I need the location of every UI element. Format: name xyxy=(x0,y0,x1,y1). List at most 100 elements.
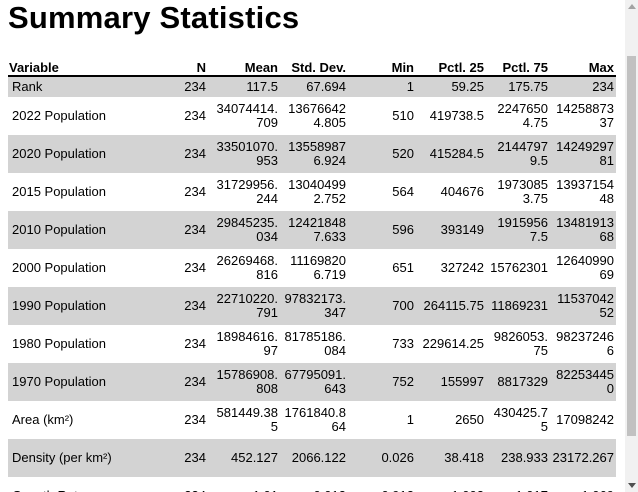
cell-min: 651 xyxy=(348,249,416,287)
cell-std-dev: 136766424.805 xyxy=(280,97,348,135)
cell-mean: 15786908.808 xyxy=(208,363,280,401)
cell-mean: 581449.385 xyxy=(208,401,280,439)
cell-pctl-75: 175.75 xyxy=(486,76,550,97)
vertical-scrollbar[interactable] xyxy=(625,0,638,492)
cell-max: 1393715448 xyxy=(550,173,616,211)
cell-max: 1348191368 xyxy=(550,211,616,249)
cell-max: 1424929781 xyxy=(550,135,616,173)
column-header-pctl-75: Pctl. 75 xyxy=(486,57,550,77)
cell-min: 752 xyxy=(348,363,416,401)
table-row: 1970 Population 234 15786908.808 67795091.6… xyxy=(8,363,616,401)
cell-max: 822534450 xyxy=(550,363,616,401)
cell-max: 1153704252 xyxy=(550,287,616,325)
cell-mean: 18984616.97 xyxy=(208,325,280,363)
table-header-row: Variable N Mean Std. Dev. Min Pctl. 25 P… xyxy=(8,57,616,77)
table-body: Rank 234 117.5 67.694 1 59.25 175.75 234 2022 Po… xyxy=(8,76,616,492)
cell-max: 1.069 xyxy=(550,477,616,492)
cell-std-dev: 97832173.347 xyxy=(280,287,348,325)
cell-std-dev: 67795091.643 xyxy=(280,363,348,401)
cell-variable: Area (km²) xyxy=(8,401,178,439)
column-header-mean: Mean xyxy=(208,57,280,77)
cell-pctl-25: 2650 xyxy=(416,401,486,439)
cell-min: 1 xyxy=(348,401,416,439)
table-row: Rank 234 117.5 67.694 1 59.25 175.75 234 xyxy=(8,76,616,97)
cell-max: 982372466 xyxy=(550,325,616,363)
cell-n: 234 xyxy=(178,135,208,173)
cell-pctl-75: 8817329 xyxy=(486,363,550,401)
column-header-min: Min xyxy=(348,57,416,77)
cell-variable: 1970 Population xyxy=(8,363,178,401)
cell-std-dev: 1761840.864 xyxy=(280,401,348,439)
cell-variable: Rank xyxy=(8,76,178,97)
cell-n: 234 xyxy=(178,477,208,492)
page-title: Summary Statistics xyxy=(8,0,300,35)
cell-variable: 2000 Population xyxy=(8,249,178,287)
cell-mean: 29845235.034 xyxy=(208,211,280,249)
cell-min: 733 xyxy=(348,325,416,363)
cell-variable: Density (per km²) xyxy=(8,439,178,477)
cell-pctl-25: 264115.75 xyxy=(416,287,486,325)
cell-mean: 26269468.816 xyxy=(208,249,280,287)
cell-n: 234 xyxy=(178,439,208,477)
summary-statistics-table: Variable N Mean Std. Dev. Min Pctl. 25 P… xyxy=(8,57,616,492)
cell-std-dev: 67.694 xyxy=(280,76,348,97)
cell-pctl-25: 38.418 xyxy=(416,439,486,477)
cell-max: 23172.267 xyxy=(550,439,616,477)
cell-mean: 33501070.953 xyxy=(208,135,280,173)
cell-pctl-25: 229614.25 xyxy=(416,325,486,363)
cell-std-dev: 124218487.633 xyxy=(280,211,348,249)
cell-variable: Growth Rate xyxy=(8,477,178,492)
cell-n: 234 xyxy=(178,76,208,97)
column-header-n: N xyxy=(178,57,208,77)
scroll-down-arrow-icon[interactable] xyxy=(628,483,636,488)
cell-min: 0.026 xyxy=(348,439,416,477)
cell-max: 1264099069 xyxy=(550,249,616,287)
cell-pctl-25: 415284.5 xyxy=(416,135,486,173)
cell-n: 234 xyxy=(178,325,208,363)
scrollbar-thumb[interactable] xyxy=(627,56,636,436)
cell-n: 234 xyxy=(178,287,208,325)
cell-n: 234 xyxy=(178,401,208,439)
page: Summary Statistics Variable N Mean Std. … xyxy=(8,0,616,492)
cell-min: 596 xyxy=(348,211,416,249)
cell-std-dev: 135589876.924 xyxy=(280,135,348,173)
cell-pctl-25: 59.25 xyxy=(416,76,486,97)
table-row: Density (per km²) 234 452.127 2066.122 0.026… xyxy=(8,439,616,477)
cell-mean: 22710220.791 xyxy=(208,287,280,325)
cell-mean: 452.127 xyxy=(208,439,280,477)
cell-mean: 117.5 xyxy=(208,76,280,97)
cell-pctl-75: 22476504.75 xyxy=(486,97,550,135)
cell-n: 234 xyxy=(178,363,208,401)
cell-std-dev: 81785186.084 xyxy=(280,325,348,363)
table-row: 2015 Population 234 31729956.244 130404992.… xyxy=(8,173,616,211)
cell-pctl-25: 327242 xyxy=(416,249,486,287)
cell-variable: 1990 Population xyxy=(8,287,178,325)
cell-mean: 1.01 xyxy=(208,477,280,492)
cell-std-dev: 130404992.752 xyxy=(280,173,348,211)
cell-min: 520 xyxy=(348,135,416,173)
cell-std-dev: 2066.122 xyxy=(280,439,348,477)
table-row: 2010 Population 234 29845235.034 124218487.… xyxy=(8,211,616,249)
cell-pctl-75: 9826053.75 xyxy=(486,325,550,363)
cell-min: 1 xyxy=(348,76,416,97)
cell-max: 1425887337 xyxy=(550,97,616,135)
cell-mean: 31729956.244 xyxy=(208,173,280,211)
cell-min: 510 xyxy=(348,97,416,135)
cell-pctl-75: 238.933 xyxy=(486,439,550,477)
table-row: 2000 Population 234 26269468.816 111698206.… xyxy=(8,249,616,287)
cell-variable: 1980 Population xyxy=(8,325,178,363)
table-row: 2022 Population 234 34074414.709 136766424.… xyxy=(8,97,616,135)
cell-pctl-75: 19159567.5 xyxy=(486,211,550,249)
cell-min: 0.912 xyxy=(348,477,416,492)
table-row: 1980 Population 234 18984616.97 81785186.08… xyxy=(8,325,616,363)
cell-pctl-75: 1.017 xyxy=(486,477,550,492)
cell-n: 234 xyxy=(178,211,208,249)
cell-pctl-25: 1.002 xyxy=(416,477,486,492)
cell-min: 564 xyxy=(348,173,416,211)
cell-pctl-75: 21447979.5 xyxy=(486,135,550,173)
cell-pctl-75: 430425.75 xyxy=(486,401,550,439)
scroll-up-arrow-icon[interactable] xyxy=(628,4,636,9)
column-header-max: Max xyxy=(550,57,616,77)
cell-n: 234 xyxy=(178,173,208,211)
cell-n: 234 xyxy=(178,249,208,287)
